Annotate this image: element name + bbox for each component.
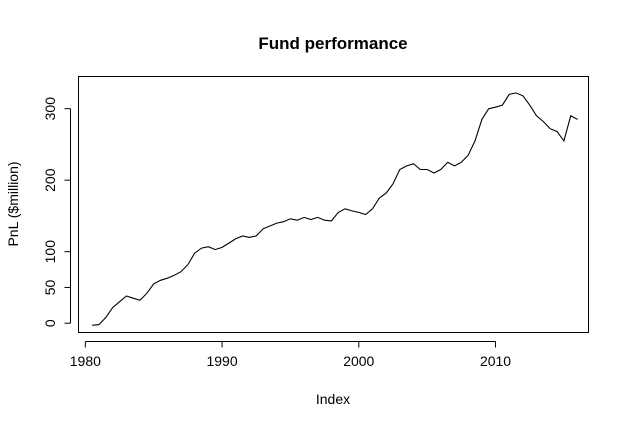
y-axis-label: PnL ($million) (5, 161, 21, 246)
x-tick-label: 2000 (343, 353, 374, 369)
y-tick-label: 0 (42, 319, 58, 327)
y-tick-label: 200 (42, 168, 58, 192)
series-layer (92, 92, 578, 326)
x-tick-label: 1980 (70, 353, 101, 369)
y-tick-label: 50 (42, 279, 58, 295)
plot-area (78, 76, 589, 333)
y-axis: 0 50 100 200 300 (42, 97, 71, 327)
y-tick-label: 100 (42, 240, 58, 264)
x-tick-label: 1990 (206, 353, 237, 369)
x-axis-label: Index (316, 391, 350, 407)
chart-title: Fund performance (258, 34, 407, 53)
x-axis: 1980 1990 2000 2010 (70, 341, 511, 369)
x-tick-label: 2010 (480, 353, 511, 369)
series-line-0 (92, 92, 578, 326)
y-tick-label: 300 (42, 97, 58, 121)
